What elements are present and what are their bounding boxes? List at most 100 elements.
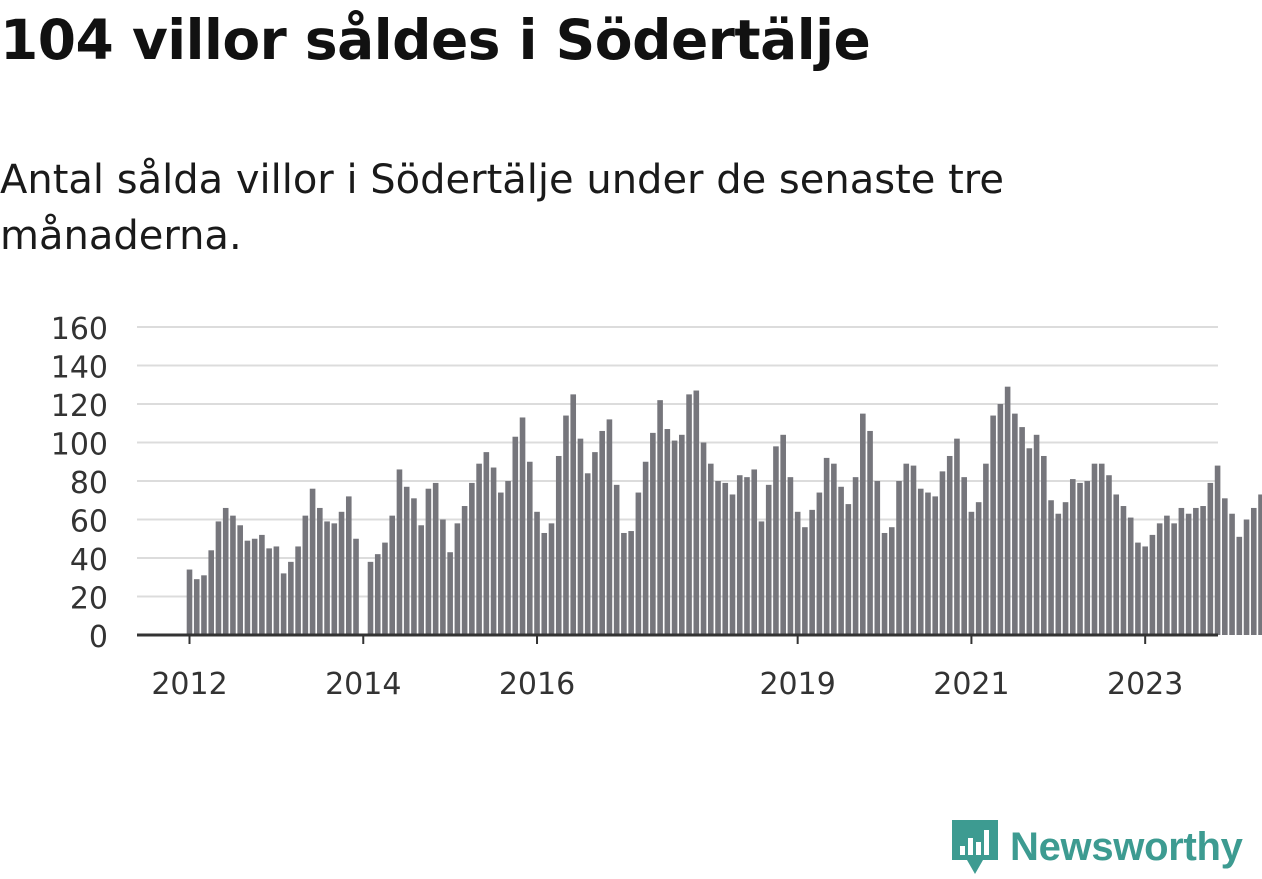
bar (295, 546, 301, 635)
bar (896, 481, 902, 635)
bar (881, 532, 888, 635)
bar (860, 413, 866, 635)
bar (925, 492, 931, 635)
bar (1062, 502, 1069, 635)
bar (650, 432, 656, 635)
bar (729, 494, 736, 635)
page-title: 104 villor såldes i Södertälje (0, 8, 871, 72)
bar (367, 561, 374, 635)
bar (1077, 482, 1083, 635)
bar (707, 463, 714, 635)
y-tick-label: 80 (70, 466, 108, 501)
bar (621, 532, 627, 635)
bar (1171, 523, 1177, 635)
brand-logo: Newsworthy (950, 818, 1243, 876)
bar (664, 429, 671, 635)
bar (555, 455, 562, 635)
bar (230, 515, 236, 635)
y-tick-label: 140 (51, 351, 108, 386)
bar (469, 482, 475, 635)
bar (1229, 513, 1235, 635)
bar (447, 552, 453, 635)
bar (280, 573, 287, 635)
y-tick-label: 0 (89, 620, 108, 655)
bar (1091, 463, 1098, 635)
bar (1055, 513, 1062, 635)
bar (1135, 542, 1141, 635)
bar (794, 511, 801, 635)
bar (345, 496, 352, 635)
bar (802, 527, 808, 635)
bar (700, 442, 707, 635)
bar (765, 484, 772, 635)
bar (968, 511, 975, 635)
bar (266, 548, 272, 635)
bar (1033, 434, 1040, 635)
x-tick-label: 2012 (151, 667, 227, 702)
bar (1258, 494, 1262, 635)
bar (780, 434, 786, 635)
bar (454, 523, 461, 635)
bar (1048, 500, 1054, 635)
bar (910, 465, 917, 635)
bar (592, 452, 598, 635)
y-tick-label: 20 (70, 582, 108, 617)
bar (751, 469, 758, 635)
bar (773, 446, 779, 635)
bar (1149, 534, 1156, 635)
bar (1200, 506, 1206, 635)
bar (259, 534, 265, 635)
bar (613, 484, 620, 635)
bar (599, 430, 605, 635)
bar (744, 477, 750, 635)
bar (693, 390, 700, 635)
bar (917, 488, 924, 635)
bar (997, 404, 1004, 635)
bar (888, 527, 895, 635)
bar (838, 486, 844, 635)
bar (903, 463, 910, 635)
bar (1207, 482, 1214, 635)
bar (1214, 465, 1221, 635)
bar (657, 400, 663, 635)
bar (201, 575, 207, 635)
bar (432, 482, 439, 635)
bar (1041, 455, 1047, 635)
bar (1120, 506, 1127, 635)
bar (193, 579, 200, 635)
bar (382, 542, 388, 635)
bar (686, 394, 692, 635)
bar (939, 471, 946, 635)
bar (541, 532, 548, 635)
bar (577, 438, 584, 635)
bar (244, 540, 251, 635)
bar (563, 415, 569, 635)
bar (309, 488, 316, 635)
bar (715, 481, 721, 635)
bar (389, 515, 396, 635)
bar (353, 538, 359, 635)
y-tick-label: 40 (70, 543, 108, 578)
bar (932, 496, 939, 635)
bar (1019, 427, 1025, 635)
bar (736, 475, 743, 635)
bar (1250, 507, 1257, 635)
bar (954, 438, 960, 635)
bar (418, 525, 424, 635)
bar (1222, 498, 1228, 635)
bar (961, 477, 967, 635)
bar (186, 569, 193, 635)
bar (1178, 507, 1185, 635)
bar (990, 415, 996, 635)
bar (606, 419, 613, 635)
bar (374, 554, 381, 635)
bar (845, 504, 852, 635)
bar (874, 481, 881, 635)
bar (317, 507, 323, 635)
bar (1164, 515, 1170, 635)
bar (505, 481, 511, 635)
bar (1236, 536, 1243, 635)
chart-bars (186, 386, 1262, 635)
